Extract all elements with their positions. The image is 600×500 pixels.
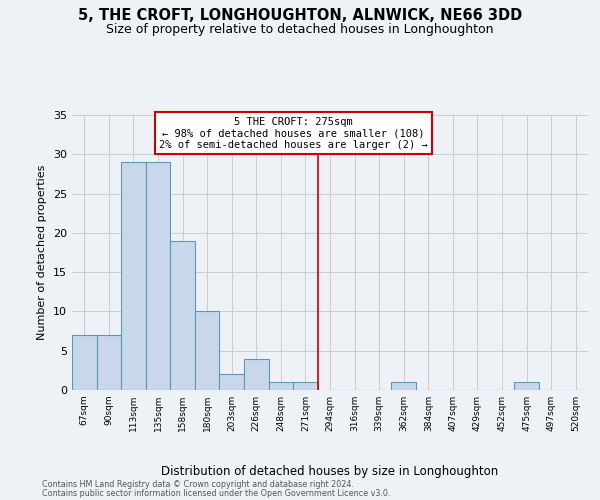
Text: Contains public sector information licensed under the Open Government Licence v3: Contains public sector information licen… [42,488,391,498]
Bar [220,374,244,390]
Bar [146,162,170,390]
Bar [72,335,97,390]
Y-axis label: Number of detached properties: Number of detached properties [37,165,47,340]
Bar [170,240,195,390]
Text: Distribution of detached houses by size in Longhoughton: Distribution of detached houses by size … [161,464,499,477]
Text: 5 THE CROFT: 275sqm
← 98% of detached houses are smaller (108)
2% of semi-detach: 5 THE CROFT: 275sqm ← 98% of detached ho… [159,116,428,150]
Bar [391,382,416,390]
Bar [121,162,146,390]
Text: Size of property relative to detached houses in Longhoughton: Size of property relative to detached ho… [106,22,494,36]
Text: 5, THE CROFT, LONGHOUGHTON, ALNWICK, NE66 3DD: 5, THE CROFT, LONGHOUGHTON, ALNWICK, NE6… [78,8,522,22]
Bar [514,382,539,390]
Text: Contains HM Land Registry data © Crown copyright and database right 2024.: Contains HM Land Registry data © Crown c… [42,480,354,489]
Bar [244,358,269,390]
Bar [195,312,220,390]
Bar [293,382,318,390]
Bar [97,335,121,390]
Bar [269,382,293,390]
